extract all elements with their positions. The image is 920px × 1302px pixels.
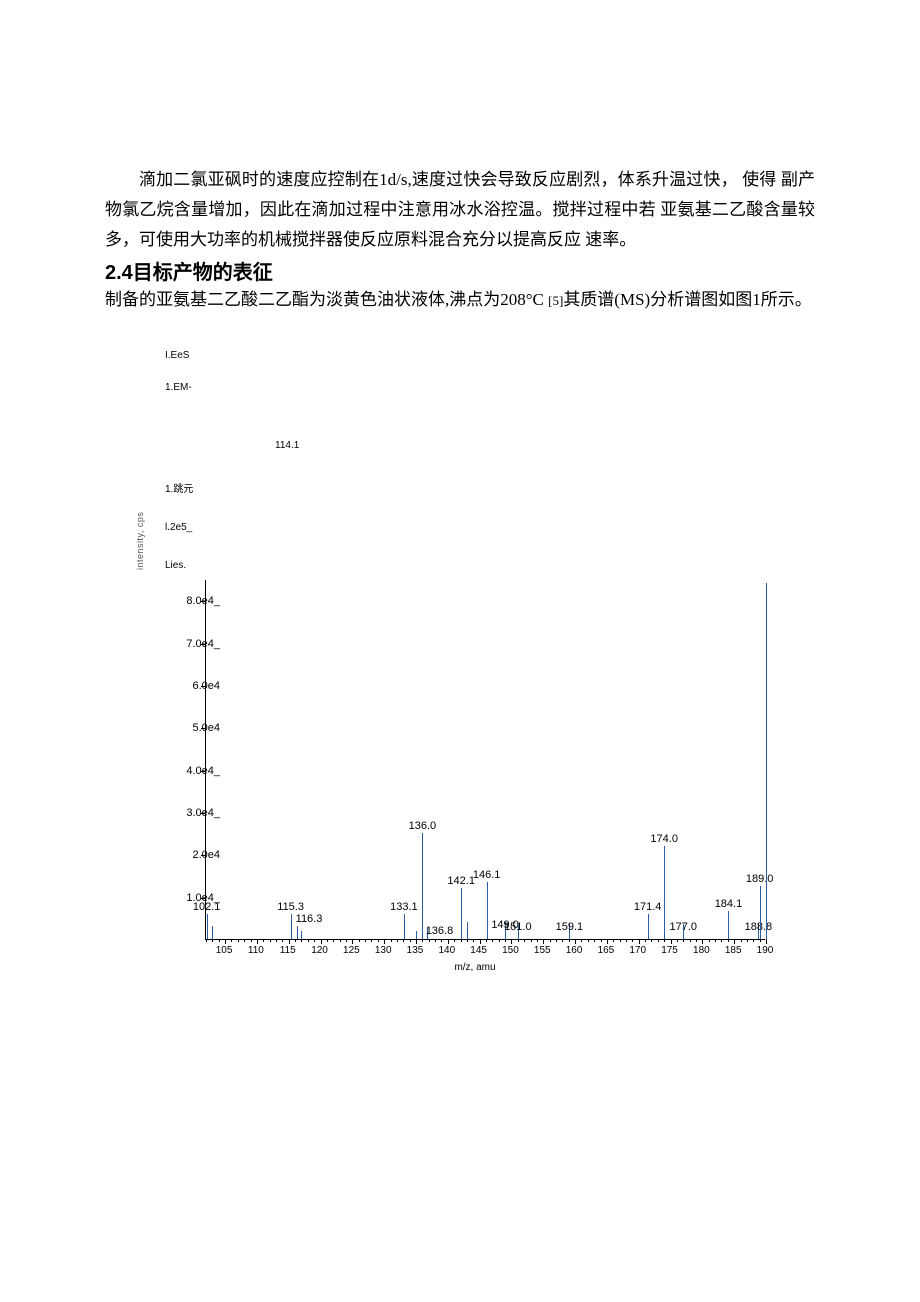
y-tick-label: 4.0e4_ [186,765,220,777]
x-axis-label: m/z, amu [454,962,495,973]
ms-chart: intensity, cps 102.1115.3116.3133.1136.0… [165,580,785,1000]
x-tick-label: 115 [280,945,296,956]
x-tick-label: 180 [693,945,710,956]
x-tick-label: 130 [375,945,392,956]
y-tick-label: 6.0e4 [192,680,220,692]
y-tick-label: 1.0e4_ [186,892,220,904]
x-tick-label: 175 [661,945,678,956]
ms-peak [291,914,292,939]
paragraph-1: 滴加二氯亚砜时的速度应控制在1d/s,速度过快会导致反应剧烈，体系升温过快， 使… [105,165,815,254]
ms-peak-label: 136.0 [409,820,437,832]
upper-ylabel: l.2e5_ [165,522,192,533]
ms-peak-label: 174.0 [650,833,678,845]
upper-ylabel: 114.1 [275,440,299,451]
upper-ylabel: Lies. [165,560,186,571]
x-tick-label: 120 [311,945,328,956]
x-tick-label: 135 [407,945,424,956]
ms-peak [416,931,417,939]
section-heading: 2.4目标产物的表征 [105,256,815,285]
ms-peak [766,583,767,939]
ms-peak-label: 177.0 [670,921,698,933]
ms-peak [422,833,423,939]
x-tick-label: 150 [502,945,519,956]
x-tick-label: 140 [438,945,455,956]
paragraph-2: 制备的亚氨基二乙酸二乙酯为淡黄色油状液体,沸点为208°C [5]其质谱(MS)… [105,285,815,315]
ms-chart-upper-fragment: 1&7.E I.EeS1.EM-114.11.跳元l.2e5_Lies. [165,350,815,580]
plot-area: 102.1115.3116.3133.1136.0136.8142.1146.1… [205,580,765,940]
paragraph-2b: 其质谱(MS)分析谱图如图1所示。 [563,290,811,309]
x-tick-label: 190 [757,945,774,956]
ms-peak-label: 142.1 [447,875,475,887]
x-tick-label: 155 [534,945,551,956]
ms-peak-label: 115.3 [277,901,304,913]
ms-peak-label: 133.1 [390,901,418,913]
ms-peak [487,882,488,939]
x-tick-label: 125 [343,945,360,956]
ms-peak-label: 136.8 [426,925,454,937]
y-tick-label: 8.0e4_ [186,595,220,607]
y-tick-label: 2.0e4 [192,849,220,861]
ms-peak-label: 189.0 [746,873,774,885]
ms-peak [664,846,665,939]
x-tick-label: 160 [566,945,583,956]
ms-peak-label: 146.1 [473,869,501,881]
y-tick-label: 3.0e4_ [186,807,220,819]
ms-peak [648,914,649,939]
ref-num: [5] [548,293,563,308]
ms-peak [404,914,405,939]
ms-peak-label: 171.4 [634,901,662,913]
paragraph-2a: 制备的亚氨基二乙酸二乙酯为淡黄色油状液体,沸点为208°C [105,290,548,309]
figure-1: 1&7.E I.EeS1.EM-114.11.跳元l.2e5_Lies. int… [105,350,815,1000]
ms-peak [301,931,302,939]
ms-peak [461,888,462,939]
upper-ylabel: 1.跳元 [165,480,193,495]
upper-ylabel: I.EeS [165,350,189,361]
ms-peak-label: 188.8 [745,921,773,933]
ms-peak [728,911,729,939]
ms-peak [760,886,761,939]
ms-peak-label: 151.0 [504,921,532,933]
ms-peak-label: 159.1 [556,921,584,933]
x-tick-label: 145 [470,945,487,956]
x-tick-label: 170 [629,945,646,956]
ms-peak [212,926,213,939]
ms-peak-label: 184.1 [715,898,743,910]
ms-peak [467,922,468,939]
x-tick-label: 165 [598,945,615,956]
ms-peak [297,926,298,939]
ms-peak-label: 116.3 [296,913,323,925]
x-tick-label: 185 [725,945,742,956]
y-tick-label: 5.0e4 [192,722,220,734]
x-tick-label: 110 [248,945,264,956]
y-tick-label: 7.0e4_ [186,638,220,650]
y-axis-label: intensity, cps [135,512,145,570]
x-tick-label: 105 [216,945,233,956]
upper-ylabel: 1.EM- [165,382,192,393]
ms-peak [207,914,208,939]
